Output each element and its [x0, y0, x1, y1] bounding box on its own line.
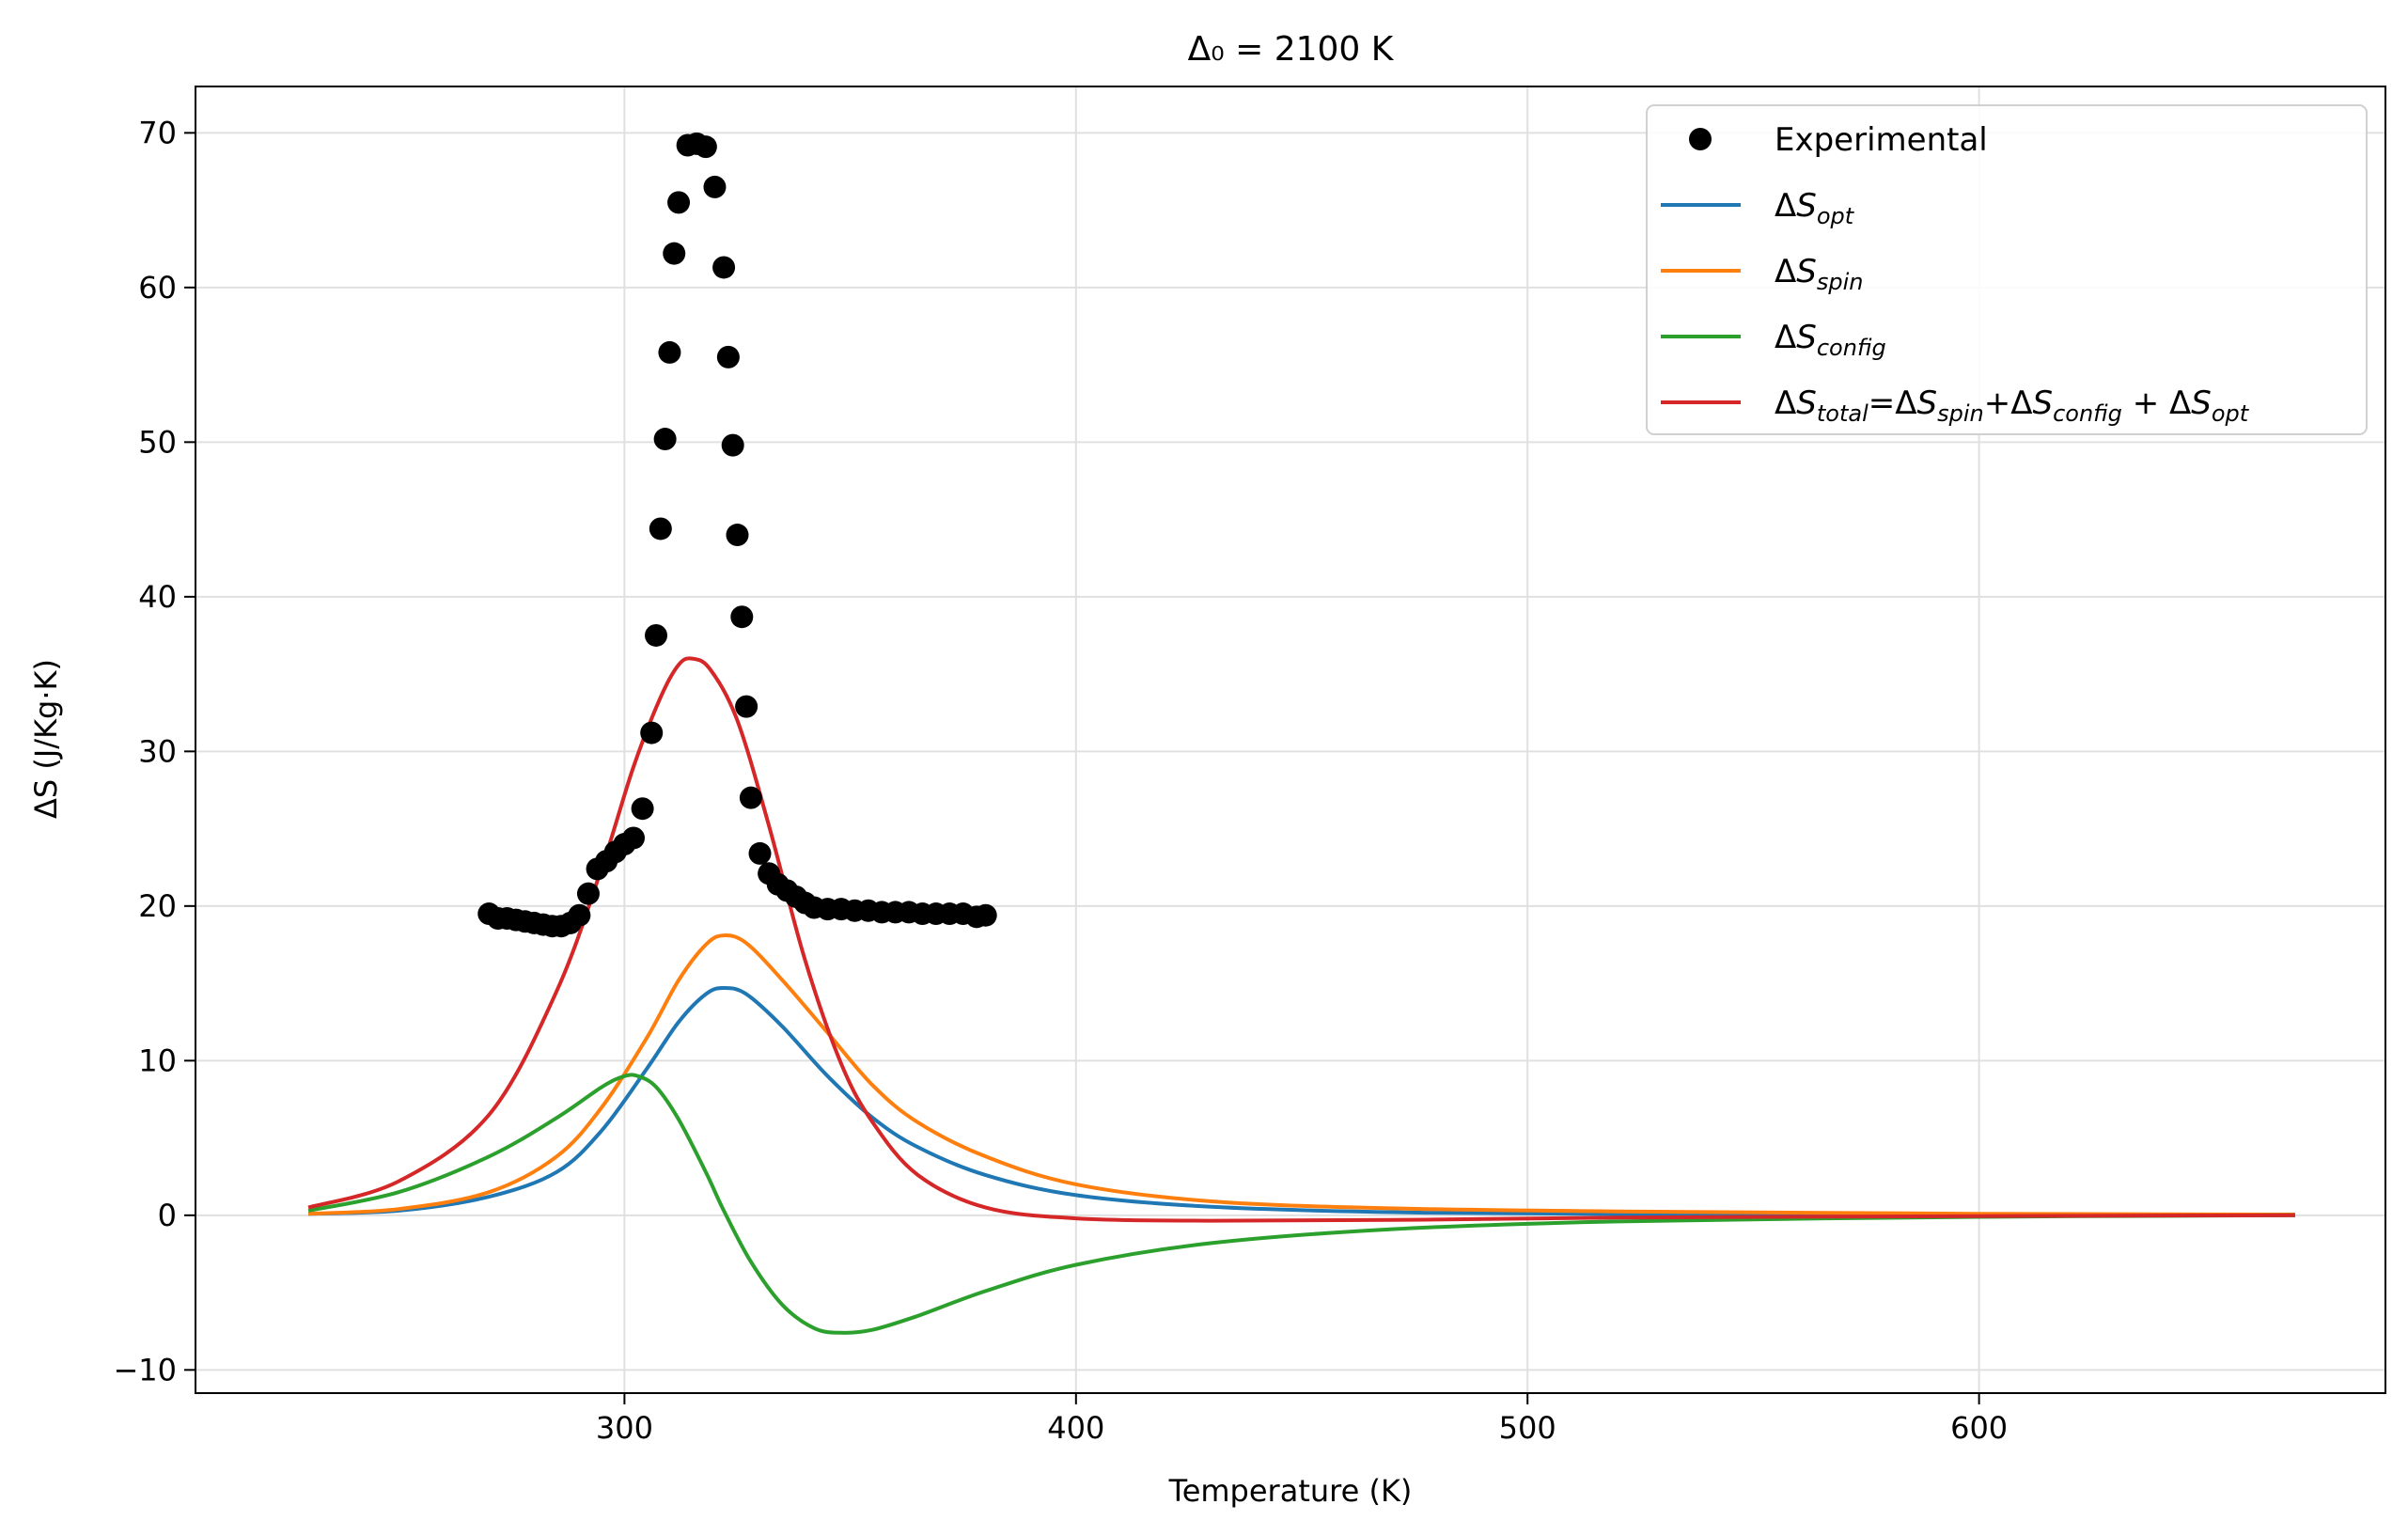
- legend-label-experimental: Experimental: [1775, 121, 1988, 159]
- y-tick-label: 60: [138, 270, 177, 306]
- experimental-point: [739, 786, 762, 809]
- grid: [195, 86, 2385, 1393]
- legend-box: [1646, 104, 2368, 435]
- experimental-point: [622, 826, 645, 850]
- experimental-point: [721, 433, 744, 457]
- chart-title: Δ₀ = 2100 K: [1188, 30, 1395, 69]
- legend-marker-experimental: [1689, 128, 1712, 150]
- experimental-point: [730, 605, 754, 629]
- x-tick-label: 600: [1950, 1410, 2008, 1446]
- experimental-point: [649, 517, 672, 541]
- x-tick-label: 300: [596, 1410, 653, 1446]
- experimental-point: [974, 903, 997, 927]
- y-tick-label: 20: [138, 888, 177, 924]
- y-tick-label: 40: [138, 579, 177, 615]
- experimental-point: [568, 903, 591, 927]
- experimental-point: [735, 695, 758, 718]
- experimental-point: [631, 797, 654, 821]
- legend-label-spin: ΔSspin: [1775, 253, 1863, 295]
- ticks: 300 400 500 600 −10 0 10 20 30 40 50 60 70: [113, 115, 2008, 1446]
- legend-label-opt: ΔSopt: [1775, 187, 1855, 229]
- experimental-point: [663, 242, 686, 265]
- experimental-point: [658, 340, 681, 364]
- experimental-point: [645, 623, 668, 647]
- y-tick-label: 0: [158, 1198, 177, 1233]
- y-axis-label: ΔS (J/Kg·K): [28, 659, 64, 819]
- experimental-point: [640, 721, 664, 744]
- legend-label-config: ΔSconfig: [1775, 319, 1886, 361]
- legend: Experimental ΔSopt ΔSspin ΔSconfig ΔStotal=Δ…: [1646, 104, 2368, 435]
- experimental-point: [712, 256, 736, 279]
- x-tick-label: 500: [1499, 1410, 1556, 1446]
- y-tick-label: 50: [138, 424, 177, 460]
- x-tick-label: 400: [1047, 1410, 1104, 1446]
- series-line-spin: [308, 933, 2295, 1216]
- experimental-point: [726, 524, 749, 547]
- y-tick-label: 10: [138, 1042, 177, 1078]
- experimental-point: [703, 175, 727, 198]
- series-layer: [307, 656, 2295, 1335]
- experimental-point: [748, 841, 772, 865]
- x-axis-label: Temperature (K): [1168, 1473, 1413, 1509]
- experimental-points: [477, 132, 997, 938]
- plot-frame: [195, 86, 2386, 1394]
- y-tick-label: 70: [138, 115, 177, 150]
- experimental-point: [716, 345, 740, 368]
- experimental-point: [576, 882, 600, 905]
- experimental-point: [694, 135, 717, 159]
- y-tick-label: −10: [113, 1352, 177, 1387]
- experimental-point: [653, 428, 677, 451]
- legend-label-total: ΔStotal=ΔSspin+ΔSconfig + ΔSopt: [1775, 384, 2250, 427]
- y-tick-label: 30: [138, 733, 177, 769]
- experimental-point: [667, 191, 691, 214]
- series-line-config: [307, 1073, 2295, 1335]
